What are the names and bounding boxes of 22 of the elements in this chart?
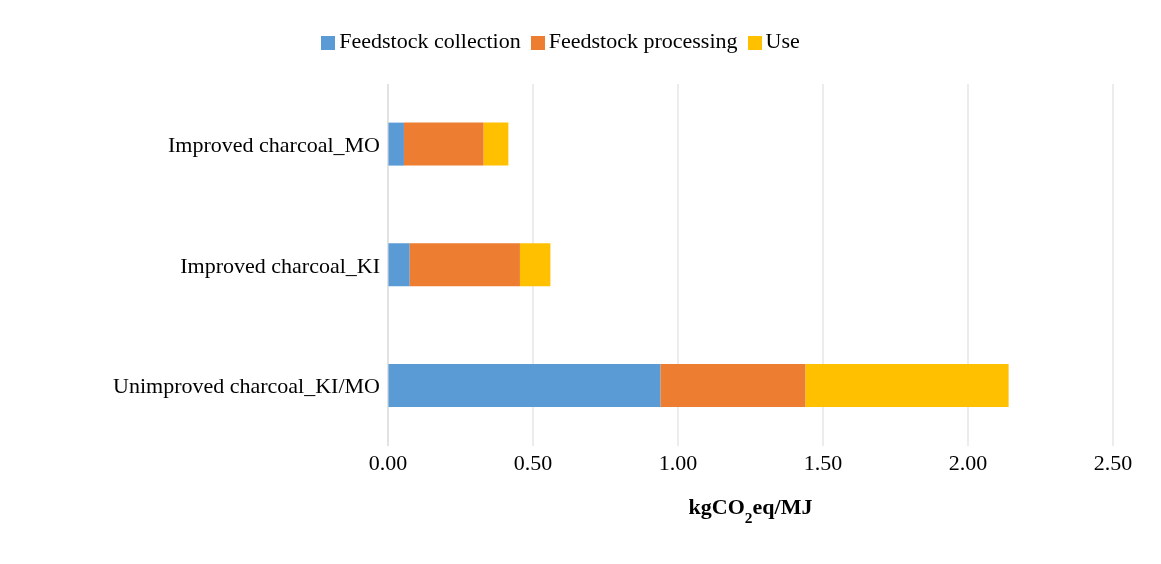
y-tick-label: Unimproved charcoal_KI/MO bbox=[113, 373, 380, 399]
legend-label: Feedstock collection bbox=[339, 28, 521, 53]
bar bbox=[483, 122, 509, 166]
y-tick-label: Improved charcoal_KI bbox=[180, 252, 380, 278]
bar bbox=[403, 122, 484, 166]
legend-label: Use bbox=[765, 28, 800, 53]
bar bbox=[409, 243, 520, 287]
x-tick-label: 2.00 bbox=[948, 449, 988, 475]
x-tick-label: 2.50 bbox=[1093, 449, 1133, 475]
x-tick-label: 1.50 bbox=[803, 449, 843, 475]
x-tick-label: 1.00 bbox=[658, 449, 698, 475]
legend-label: Feedstock processing bbox=[548, 28, 738, 53]
bar bbox=[388, 243, 410, 287]
x-tick-label: 0.00 bbox=[368, 449, 408, 475]
bar bbox=[388, 363, 661, 407]
bar bbox=[519, 243, 551, 287]
x-tick-label: 0.50 bbox=[513, 449, 553, 475]
bar bbox=[660, 363, 806, 407]
x-axis-title: kgCO$_{2}$eq/MJ bbox=[688, 494, 813, 526]
bar bbox=[388, 122, 404, 166]
y-tick-label: Improved charcoal_MO bbox=[168, 132, 380, 158]
bar bbox=[805, 363, 1009, 407]
